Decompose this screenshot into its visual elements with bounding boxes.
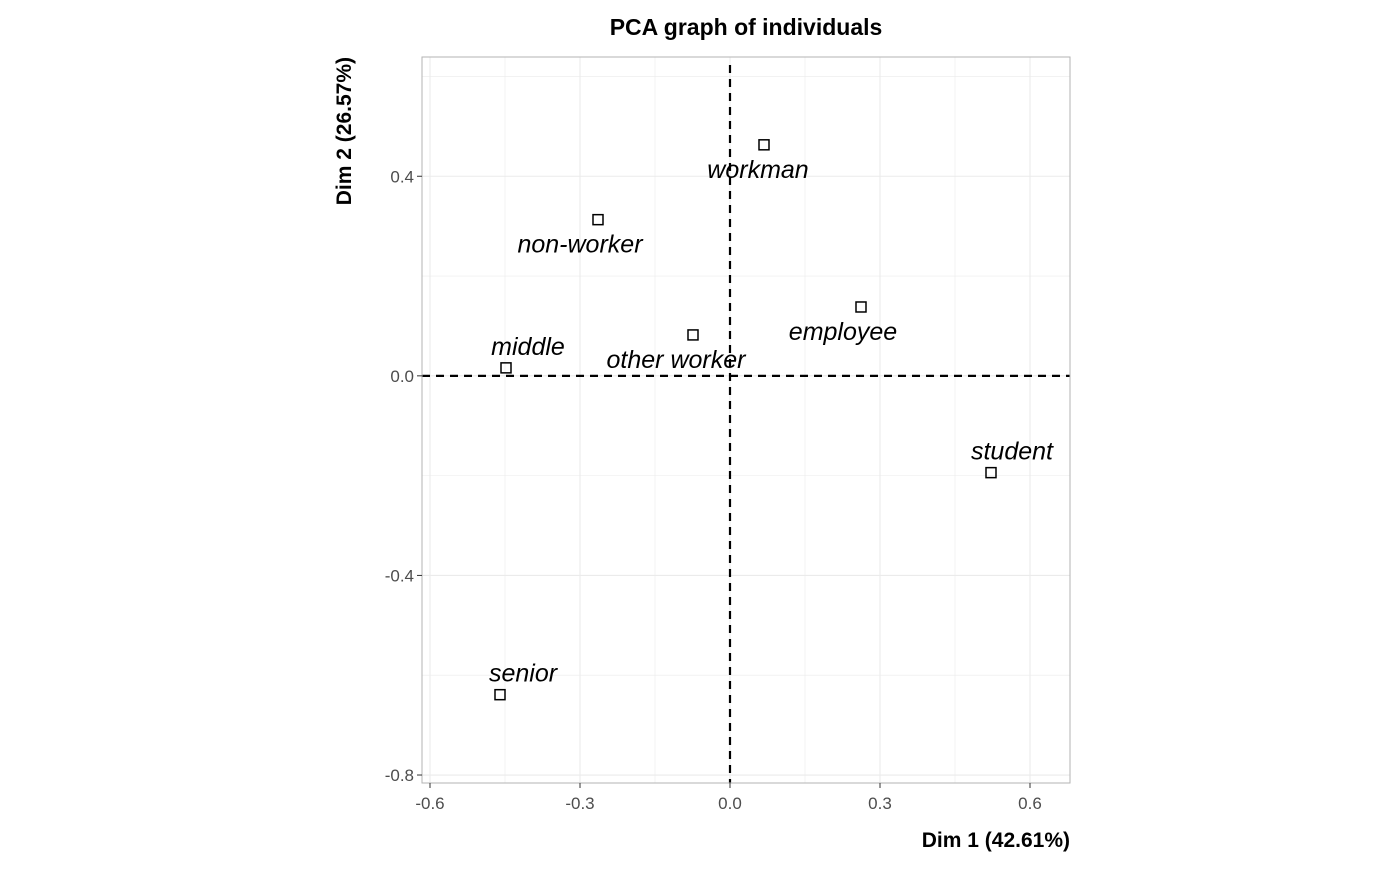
data-point-marker: [494, 688, 506, 701]
x-tick-label: 0.6: [1018, 794, 1042, 813]
data-points: workman non-worker employee other worker mid…: [489, 139, 1054, 701]
reference-lines: [422, 65, 1070, 783]
data-point-label: non-worker: [517, 231, 644, 259]
x-tick-label: -0.3: [565, 794, 594, 813]
x-axis: -0.6 -0.3 0.0 0.3 0.6: [415, 783, 1042, 813]
y-tick-label: -0.8: [385, 766, 414, 785]
data-point-marker: [855, 301, 867, 313]
y-tick-label: 0.4: [390, 167, 414, 186]
x-tick-label: 0.3: [868, 794, 892, 813]
data-point-label: senior: [489, 660, 559, 688]
y-tick-label: 0.0: [390, 367, 414, 386]
y-axis: -0.8 -0.4 0.0 0.4: [385, 167, 422, 785]
x-tick-label: -0.6: [415, 794, 444, 813]
y-tick-label: -0.4: [385, 566, 414, 585]
data-point-marker: [687, 329, 699, 341]
data-point-label: employee: [789, 318, 897, 346]
y-axis-label: Dim 2 (26.57%): [333, 57, 356, 205]
panel-border: [421, 56, 1071, 784]
data-point-label: other worker: [607, 346, 748, 374]
data-point-marker: [500, 362, 512, 374]
data-point-label: workman: [707, 156, 808, 184]
data-point-marker: [592, 213, 604, 226]
x-tick-label: 0.0: [718, 794, 742, 813]
data-point-label: middle: [491, 333, 565, 361]
chart-title: PCA graph of individuals: [610, 14, 883, 40]
data-point-label: student: [971, 438, 1054, 466]
data-point-marker: [758, 139, 770, 151]
data-point-marker: [985, 466, 997, 479]
x-axis-label: Dim 1 (42.61%): [922, 829, 1070, 852]
